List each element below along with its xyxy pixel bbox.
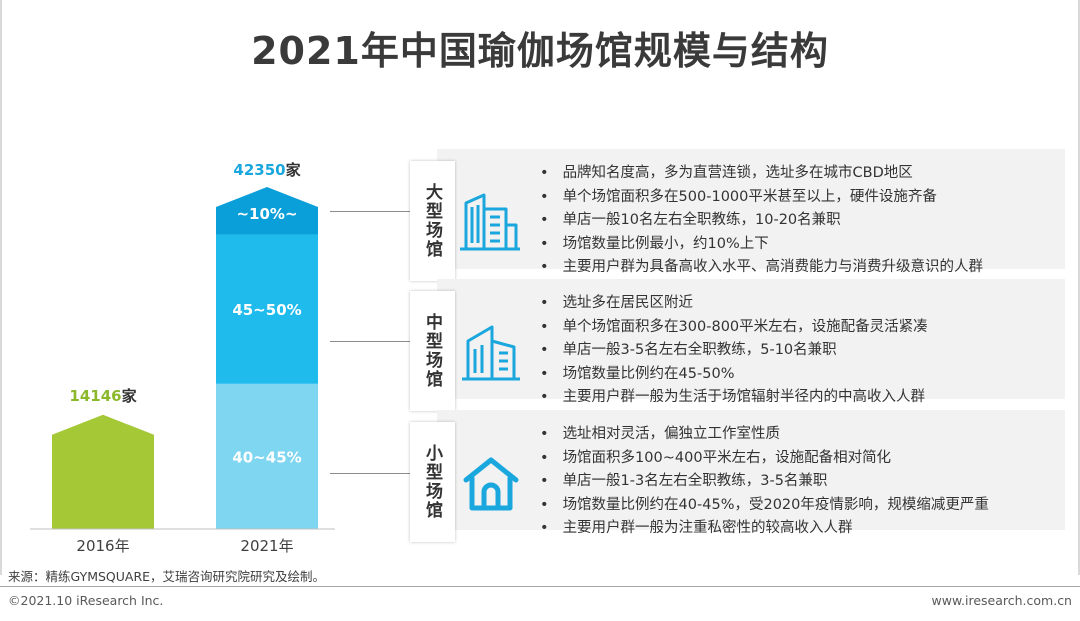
value-label-2016: 14146家 <box>69 387 136 405</box>
source-note: 来源：精练GYMSQUARE，艾瑞咨询研究院研究及绘制。 <box>8 569 326 584</box>
bar-2021-segment-small <box>216 383 318 529</box>
segment-label-large: ~10%~ <box>236 205 297 223</box>
panel-item: 场馆数量比例最小，约10%上下 <box>540 233 983 257</box>
x-tick-label: 2016年 <box>76 537 129 555</box>
copyright: ©2021.10 iResearch Inc. <box>8 593 164 608</box>
panel-label-box: 中型场馆 <box>410 291 455 411</box>
x-tick-label: 2021年 <box>240 537 293 555</box>
panel-item: 场馆面积多100~400平米左右，设施配备相对简化 <box>540 447 989 471</box>
panel-item: 主要用户群一般为生活于场馆辐射半径内的中高收入人群 <box>540 386 928 410</box>
panel-label-box: 小型场馆 <box>410 422 455 542</box>
bar-2021-segment-medium <box>216 234 318 384</box>
connector-small <box>330 473 410 474</box>
frame-right-border <box>1078 0 1080 575</box>
panel-small-venue: 小型场馆 选址相对灵活，偏独立工作室性质 场馆面积多100~400平米左右，设施… <box>410 410 1065 542</box>
page-title: 2021年中国瑜伽场馆规模与结构 <box>251 29 829 73</box>
website-url: www.iresearch.com.cn <box>931 593 1073 608</box>
connector-large <box>330 211 410 212</box>
panel-label: 小型场馆 <box>422 444 442 520</box>
bar-2016 <box>52 414 154 529</box>
panel-item: 单店一般3-5名左右全职教练，5-10名兼职 <box>540 339 928 363</box>
panel-item: 品牌知名度高，多为直营连锁，选址多在城市CBD地区 <box>540 162 983 186</box>
panel-label: 中型场馆 <box>422 313 442 389</box>
footer-divider <box>0 586 1080 587</box>
panel-item: 单个场馆面积多在500-1000平米甚至以上，硬件设施齐备 <box>540 186 983 210</box>
panel-item: 主要用户群一般为注重私密性的较高收入人群 <box>540 517 989 541</box>
panel-item: 单店一般10名左右全职教练，10-20名兼职 <box>540 209 983 233</box>
panel-item: 选址多在居民区附近 <box>540 292 928 316</box>
panel-label-box: 大型场馆 <box>410 161 455 281</box>
panel-item: 单个场馆面积多在300-800平米左右，设施配备灵活紧凑 <box>540 316 928 340</box>
panel-item: 单店一般1-3名左右全职教练，3-5名兼职 <box>540 470 989 494</box>
value-label-2021: 42350家 <box>233 161 300 179</box>
apartment-building-icon <box>462 325 520 381</box>
panel-label: 大型场馆 <box>422 183 442 259</box>
house-icon <box>463 457 519 511</box>
frame-left-border <box>0 0 2 575</box>
panel-item: 主要用户群为具备高收入水平、高消费能力与消费升级意识的人群 <box>540 256 984 280</box>
office-building-icon <box>460 193 520 251</box>
segment-label-medium: 45~50% <box>232 301 301 319</box>
segment-label-small: 40~45% <box>232 448 301 466</box>
panel-medium-venue: 中型场馆 选址多在居民区附近 单个场馆面积多在300-800平米左右，设施配备灵… <box>410 279 1065 411</box>
panel-large-venue: 大型场馆 品牌知名度高，多为直营连锁，选址多在城市CBD地区 单个场馆面积多在5… <box>410 149 1065 281</box>
panel-item: 选址相对灵活，偏独立工作室性质 <box>540 423 989 447</box>
bar-2021-segment-large <box>216 187 318 235</box>
panel-item: 场馆数量比例约在40-45%，受2020年疫情影响，规模缩减更严重 <box>540 494 989 518</box>
connector-medium <box>330 341 410 342</box>
panel-item: 场馆数量比例约在45-50% <box>540 363 928 387</box>
